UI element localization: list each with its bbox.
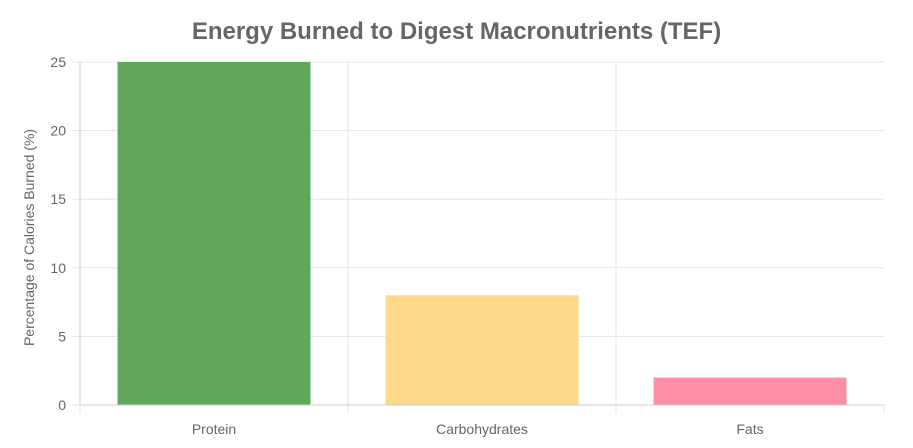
bar-protein[interactable] xyxy=(117,62,311,405)
y-tick-label: 20 xyxy=(50,123,66,139)
y-tick-label: 5 xyxy=(58,328,66,344)
x-tick-label-fats: Fats xyxy=(736,421,763,437)
y-tick-label: 15 xyxy=(50,191,66,207)
y-tick-label: 0 xyxy=(58,397,66,413)
bar-fats[interactable] xyxy=(653,377,847,405)
bar-layer xyxy=(117,62,847,405)
bar-carbohydrates[interactable] xyxy=(385,295,579,405)
x-tick-label-protein: Protein xyxy=(192,421,236,437)
y-tick-label: 25 xyxy=(50,54,66,70)
chart-title: Energy Burned to Digest Macronutrients (… xyxy=(191,18,722,45)
label-layer: 0 5 10 15 20 25 Protein Carbohydrates Fats xyxy=(50,54,763,437)
axis-layer xyxy=(72,61,885,413)
y-tick-label: 10 xyxy=(50,260,66,276)
x-tick-label-carbohydrates: Carbohydrates xyxy=(436,421,528,437)
y-axis-title: Percentage of Calories Burned (%) xyxy=(21,129,37,346)
